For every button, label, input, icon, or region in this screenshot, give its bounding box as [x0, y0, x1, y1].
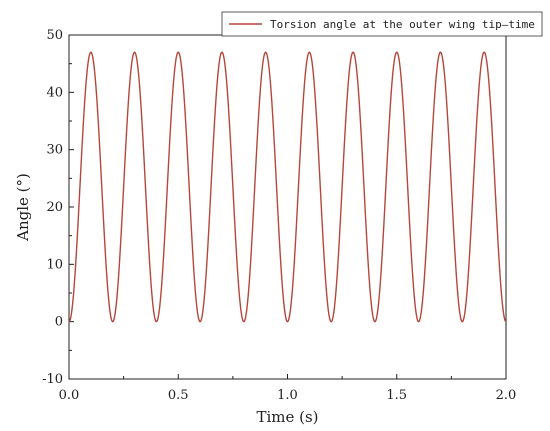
plot-frame — [68, 34, 507, 380]
series-line-torsion-angle — [68, 51, 507, 323]
y-axis-label: Angle (°) — [14, 173, 32, 242]
y-tick-label: 0 — [55, 315, 63, 330]
y-tick-label: -10 — [42, 372, 63, 387]
x-axis-label: Time (s) — [256, 408, 318, 426]
x-tick-label: 2.0 — [496, 388, 517, 403]
x-tick-label: 0.0 — [59, 388, 80, 403]
y-tick-label: 30 — [46, 143, 63, 158]
x-tick-label: 1.0 — [277, 388, 298, 403]
y-tick-label: 50 — [46, 28, 63, 43]
y-tick-label: 20 — [46, 200, 63, 215]
y-tick-label: 10 — [46, 257, 63, 272]
legend-label: Torsion angle at the outer wing tip—time — [270, 18, 535, 31]
legend: Torsion angle at the outer wing tip—time — [221, 11, 543, 37]
y-axis-ticks: -10 0 10 20 30 40 50 — [42, 28, 74, 387]
y-tick-label: 40 — [46, 85, 63, 100]
legend-box — [221, 11, 543, 37]
x-tick-label: 1.5 — [386, 388, 407, 403]
x-tick-label: 0.5 — [168, 388, 189, 403]
x-axis-ticks: 0.0 0.5 1.0 1.5 2.0 — [59, 374, 517, 403]
